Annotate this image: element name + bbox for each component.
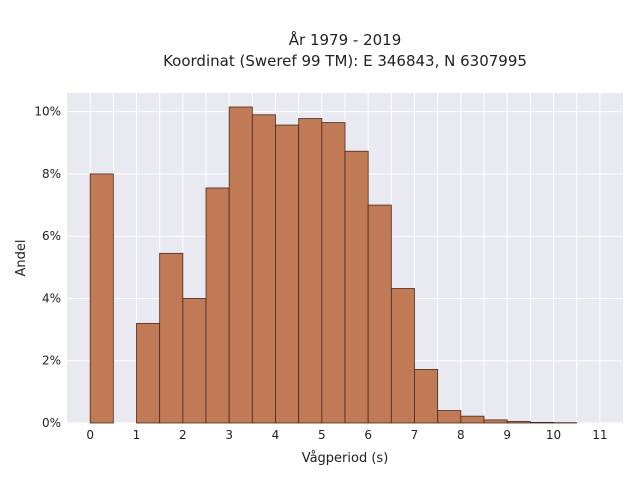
y-tick-label: 10% [34,105,61,119]
x-tick-label: 2 [179,428,187,442]
histogram-bar [367,204,392,424]
histogram-bar [298,118,323,424]
x-ticks: 0 1 2 3 4 5 6 7 8 9 10 11 [86,428,607,442]
histogram-bar [136,322,161,424]
y-tick-label: 6% [42,229,61,243]
histogram-bar [182,298,207,424]
x-tick-label: 3 [225,428,233,442]
histogram-bar [275,124,300,424]
chart-title: År 1979 - 2019 [289,30,402,49]
x-tick-label: 7 [411,428,419,442]
x-tick-label: 5 [318,428,326,442]
y-ticks: 0% 2% 4% 6% 8% 10% [34,105,61,430]
histogram-bar [251,114,276,424]
histogram-bar [205,187,230,424]
x-tick-label: 10 [546,428,561,442]
histogram-bar [159,252,184,424]
y-axis-label: Andel [14,240,29,277]
chart-subtitle: Koordinat (Sweref 99 TM): E 346843, N 63… [163,52,527,70]
histogram-bar [390,288,415,424]
histogram-bar [437,410,462,424]
x-tick-label: 11 [592,428,607,442]
x-tick-label: 4 [272,428,280,442]
histogram-bar [414,369,439,424]
y-tick-label: 2% [42,354,61,368]
histogram-bar [228,106,253,424]
histogram-bar [344,150,369,424]
histogram-bar [89,173,114,424]
y-tick-label: 4% [42,291,61,305]
x-axis-label: Vågperiod (s) [302,451,389,466]
y-tick-label: 0% [42,416,61,430]
histogram-bar [506,421,531,424]
x-tick-label: 0 [86,428,94,442]
x-tick-label: 1 [133,428,141,442]
x-tick-label: 9 [503,428,511,442]
histogram-bar [321,122,346,424]
bars [89,106,578,424]
histogram-bar [483,419,508,424]
y-tick-label: 8% [42,167,61,181]
x-tick-label: 6 [364,428,372,442]
x-tick-label: 8 [457,428,465,442]
histogram-bar [529,421,554,424]
histogram-bar [460,415,485,424]
